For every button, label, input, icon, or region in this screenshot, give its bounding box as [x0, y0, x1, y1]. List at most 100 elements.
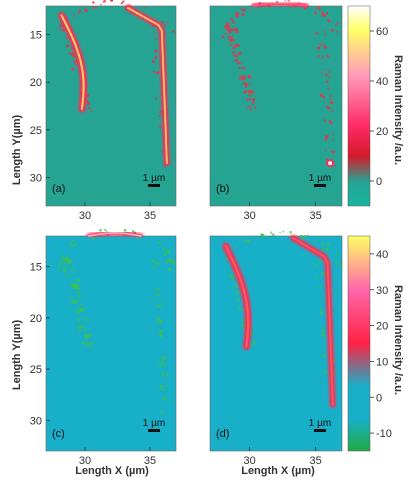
speckle-point: [245, 85, 247, 88]
speckle-point: [157, 293, 161, 296]
speckle-point: [82, 319, 85, 322]
speckle-point: [156, 321, 159, 324]
speckle-point: [158, 362, 162, 365]
speckle-point: [261, 234, 265, 238]
speckle-point: [327, 243, 330, 247]
speckle-point: [84, 333, 86, 336]
panel-background: [209, 235, 343, 452]
speckle-point: [230, 28, 234, 31]
speckle-point: [166, 249, 170, 253]
speckle-point: [242, 324, 245, 327]
speckle-point: [254, 106, 257, 109]
x-tick-label: 30: [243, 455, 255, 467]
speckle-point: [335, 253, 338, 256]
speckle-point: [332, 151, 335, 154]
speckle-point: [239, 51, 242, 54]
speckle-point: [76, 278, 80, 282]
x-tick-label: 35: [309, 455, 321, 467]
speckle-point: [167, 258, 170, 262]
speckle-point: [315, 31, 319, 35]
speckle-point: [70, 261, 72, 264]
speckle-point: [71, 47, 74, 50]
speckle-point: [327, 87, 330, 90]
speckle-point: [319, 43, 322, 46]
speckle-point: [154, 49, 158, 53]
speckle-point: [156, 305, 159, 308]
speckle-point: [159, 330, 162, 333]
speckle-point: [236, 12, 239, 15]
speckle-point: [313, 240, 316, 243]
speckle-point: [70, 243, 73, 247]
speckle-point: [246, 98, 249, 101]
speckle-point: [166, 398, 169, 401]
speckle-point: [169, 259, 172, 262]
speckle-point: [287, 0, 291, 2]
speckle-point: [321, 55, 324, 59]
panel-c: (c) 1 µm 30 35 15 20 25 30: [30, 228, 177, 467]
speckle-point: [253, 341, 255, 343]
left-arc-peak: [60, 14, 85, 110]
speckle-point: [152, 60, 155, 63]
speckle-point: [236, 15, 239, 18]
speckle-point: [81, 308, 84, 312]
speckle-point: [320, 93, 323, 97]
speckle-point: [335, 260, 338, 263]
speckle-point: [330, 122, 333, 125]
x-tick-label: 30: [79, 210, 91, 222]
speckle-point: [230, 274, 233, 278]
speckle-point: [58, 24, 62, 28]
speckle-point: [241, 77, 245, 81]
speckle-point: [249, 98, 252, 101]
speckle-point: [234, 293, 237, 296]
speckle-point: [236, 54, 239, 57]
speckle-point: [332, 139, 334, 141]
speckle-point: [62, 266, 65, 269]
speckle-point: [315, 7, 318, 10]
speckle-point: [233, 28, 237, 31]
speckle-point: [322, 272, 325, 275]
speckle-point: [233, 46, 237, 49]
speckle-point: [226, 22, 230, 26]
speckle-point: [232, 46, 235, 49]
speckle-point: [90, 109, 93, 112]
speckle-point: [159, 110, 162, 114]
speckle-point: [158, 304, 162, 308]
speckle-point: [60, 258, 63, 261]
speckle-point: [77, 286, 80, 290]
speckle-point: [81, 303, 83, 306]
speckle-point: [319, 307, 322, 310]
speckle-point: [76, 300, 79, 303]
speckle-point: [103, 0, 106, 2]
speckle-point: [75, 63, 79, 66]
speckle-point: [321, 247, 325, 251]
right-arc-peak: [292, 237, 334, 406]
speckle-point: [155, 97, 157, 100]
colorbar-tick-label: -10: [376, 428, 392, 440]
colorbar-tick-label: 20: [376, 321, 388, 333]
speckle-point: [237, 290, 240, 294]
speckle-point: [240, 77, 243, 80]
scale-bar-label: 1 µm: [309, 173, 331, 184]
speckle-point: [244, 78, 247, 80]
speckle-point: [317, 54, 320, 58]
speckle-point: [232, 276, 236, 280]
speckle-point: [324, 370, 328, 374]
speckle-point: [323, 43, 325, 45]
speckle-point: [251, 101, 255, 105]
speckle-point: [236, 59, 239, 61]
speckle-point: [84, 7, 87, 10]
speckle-point: [321, 13, 324, 16]
speckle-point: [324, 149, 327, 152]
speckle-point: [231, 44, 233, 46]
speckle-point: [239, 75, 243, 78]
speckle-point: [336, 31, 338, 33]
panel-label: (d): [216, 428, 229, 440]
speckle-point: [90, 342, 93, 345]
y-tick-label: 15: [30, 30, 42, 42]
speckle-point: [91, 6, 95, 9]
speckle-point: [324, 372, 326, 375]
speckle-point: [104, 228, 106, 231]
speckle-point: [322, 95, 326, 99]
speckle-point: [227, 35, 231, 39]
speckle-point: [225, 32, 227, 35]
